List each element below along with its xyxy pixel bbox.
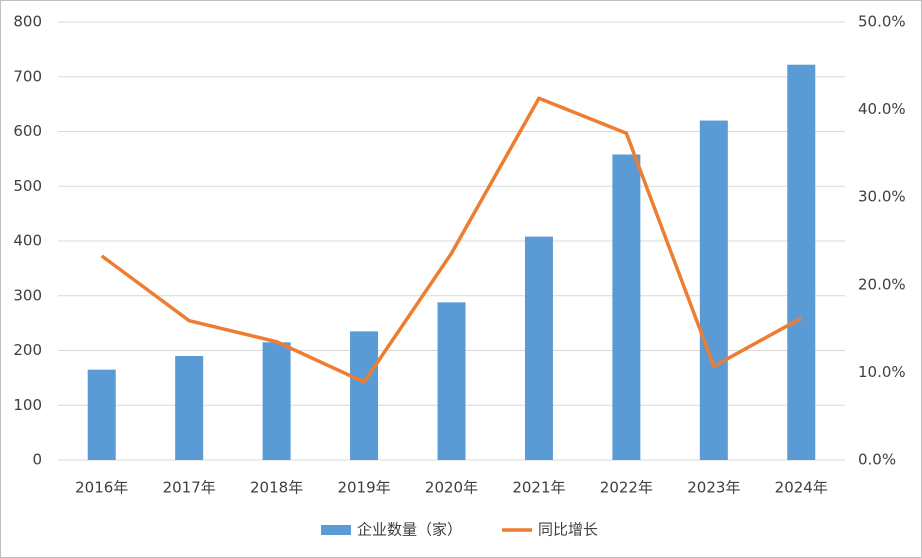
bar <box>437 302 466 460</box>
x-tick-label: 2018年 <box>250 479 303 497</box>
y-tick-label: 400 <box>13 232 42 250</box>
bar <box>524 236 553 460</box>
bar <box>175 355 204 460</box>
x-tick-label: 2024年 <box>775 479 828 497</box>
y2-tick-label: 40.0% <box>858 100 906 118</box>
legend-swatch <box>321 525 351 535</box>
bar <box>262 342 291 460</box>
bar <box>787 64 816 460</box>
y-tick-label: 500 <box>13 177 42 195</box>
x-tick-label: 2023年 <box>687 479 740 497</box>
y-tick-label: 800 <box>13 13 42 31</box>
x-tick-label: 2017年 <box>163 479 216 497</box>
x-tick-label: 2022年 <box>600 479 653 497</box>
y2-tick-label: 30.0% <box>858 188 906 206</box>
y-tick-label: 300 <box>13 286 42 304</box>
bar <box>350 331 379 460</box>
bar <box>87 369 116 460</box>
y-tick-label: 700 <box>13 67 42 85</box>
x-tick-label: 2016年 <box>75 479 128 497</box>
legend-label: 企业数量（家） <box>357 521 462 539</box>
x-tick-label: 2021年 <box>512 479 565 497</box>
line <box>100 96 803 384</box>
y2-tick-label: 50.0% <box>858 13 906 31</box>
y2-tick-label: 0.0% <box>858 451 896 469</box>
y-tick-label: 100 <box>13 396 42 414</box>
x-tick-label: 2020年 <box>425 479 478 497</box>
bar <box>699 120 728 461</box>
legend-label: 同比增长 <box>538 521 598 539</box>
y-tick-label: 600 <box>13 122 42 140</box>
bar <box>612 154 641 460</box>
x-tick-label: 2019年 <box>337 479 390 497</box>
y2-tick-label: 20.0% <box>858 275 906 293</box>
y2-tick-label: 10.0% <box>858 363 906 381</box>
y-tick-label: 0 <box>32 451 42 469</box>
y-tick-label: 200 <box>13 341 42 359</box>
